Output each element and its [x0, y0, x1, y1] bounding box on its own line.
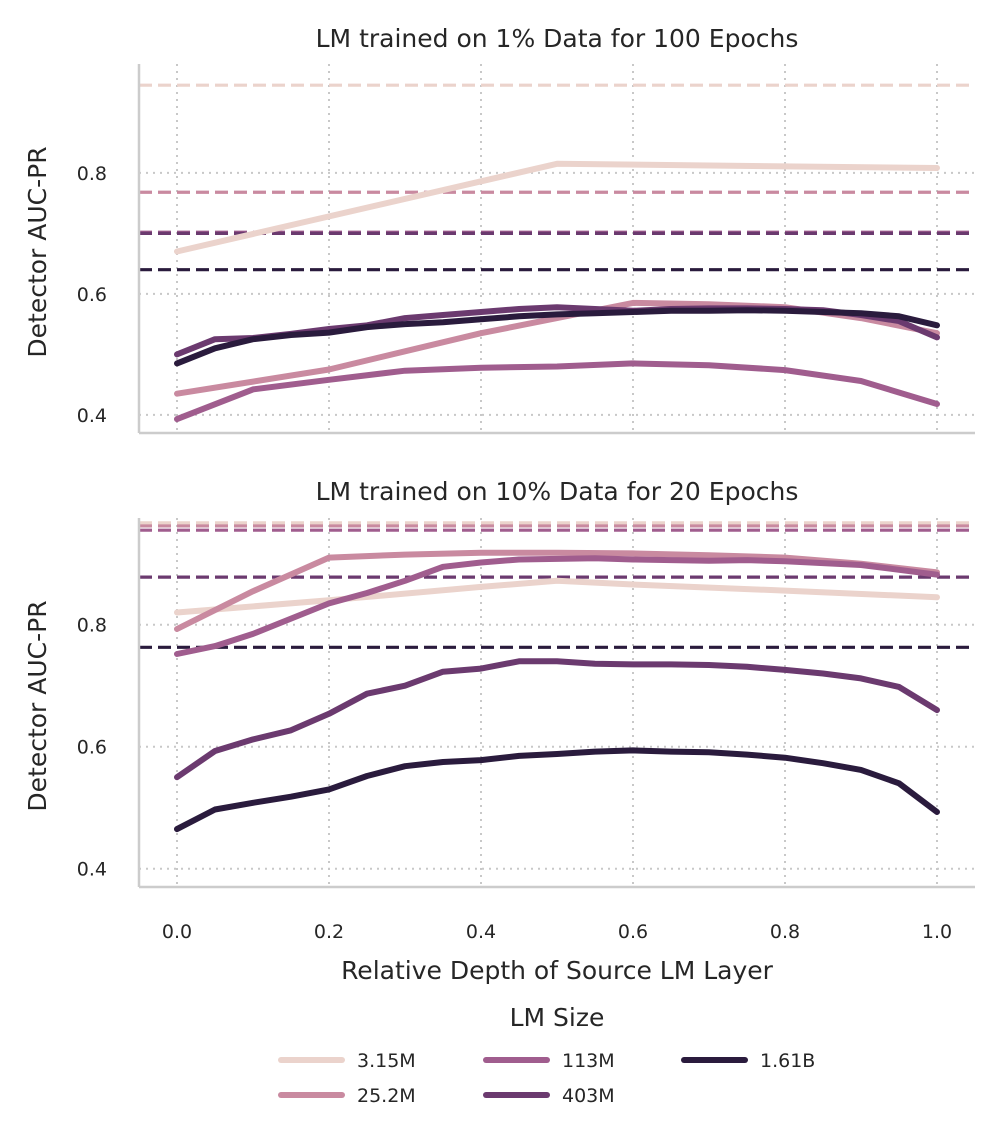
- legend-item-3-15m: 3.15M: [278, 1050, 416, 1072]
- x-tick-label: 0.4: [466, 921, 496, 943]
- y-ticks-bottom: 0.4 0.6 0.8: [77, 615, 107, 881]
- x-tick-label: 1.0: [922, 921, 952, 943]
- legend-title: LM Size: [510, 1003, 605, 1032]
- subplot-title-bottom: LM trained on 10% Data for 20 Epochs: [316, 477, 799, 506]
- x-ticks-bottom: 0.0 0.2 0.4 0.6 0.8 1.0: [162, 921, 952, 943]
- legend-label: 113M: [562, 1050, 615, 1072]
- y-tick-label: 0.6: [77, 284, 107, 306]
- y-tick-label: 0.8: [77, 615, 107, 637]
- legend-label: 25.2M: [357, 1085, 416, 1107]
- legend-label: 3.15M: [357, 1050, 416, 1072]
- legend-item-1-61b: 1.61B: [681, 1050, 815, 1072]
- grid-bottom: [139, 518, 975, 887]
- series-line-113m-top: [174, 360, 940, 423]
- axes-bottom: [137, 518, 975, 889]
- x-tick-label: 0.8: [770, 921, 800, 943]
- legend-label: 1.61B: [760, 1050, 815, 1072]
- x-tick-label: 0.2: [314, 921, 344, 943]
- series-line-1-61b-top: [174, 307, 940, 367]
- subplot-bottom: LM trained on 10% Data for 20 Epochs Det…: [23, 477, 975, 943]
- series-line-1-61b-bottom: [174, 747, 940, 833]
- y-axis-label-top: Detector AUC-PR: [23, 146, 52, 357]
- legend-item-403m: 403M: [483, 1085, 615, 1107]
- subplot-top: LM trained on 1% Data for 100 Epochs Det…: [23, 24, 975, 435]
- y-tick-label: 0.6: [77, 737, 107, 759]
- series-line-113m-bottom: [174, 555, 940, 657]
- y-ticks-top: 0.4 0.6 0.8: [77, 163, 107, 427]
- series-line-3-15m-top: [174, 160, 940, 255]
- legend-item-113m: 113M: [483, 1050, 615, 1072]
- series-top: [174, 160, 940, 423]
- legend-item-25-2m: 25.2M: [278, 1085, 416, 1107]
- series-line-3-15m-bottom: [174, 577, 940, 616]
- axes-top: [137, 64, 975, 435]
- legend-label: 403M: [562, 1085, 615, 1107]
- legend-items: 3.15M 25.2M 113M 403M 1.61B: [278, 1050, 815, 1107]
- y-axis-label-bottom: Detector AUC-PR: [23, 600, 52, 811]
- x-axis-label: Relative Depth of Source LM Layer: [341, 956, 774, 985]
- x-tick-label: 0.6: [618, 921, 648, 943]
- y-tick-label: 0.4: [77, 859, 107, 881]
- series-bottom: [174, 549, 940, 833]
- subplot-title-top: LM trained on 1% Data for 100 Epochs: [316, 24, 799, 53]
- y-tick-label: 0.4: [77, 405, 107, 427]
- x-tick-label: 0.0: [162, 921, 192, 943]
- legend: LM Size 3.15M 25.2M 113M 403M 1.61B: [278, 1003, 815, 1107]
- baselines-top: [139, 83, 975, 272]
- y-tick-label: 0.8: [77, 163, 107, 185]
- series-line-403m-bottom: [174, 658, 940, 781]
